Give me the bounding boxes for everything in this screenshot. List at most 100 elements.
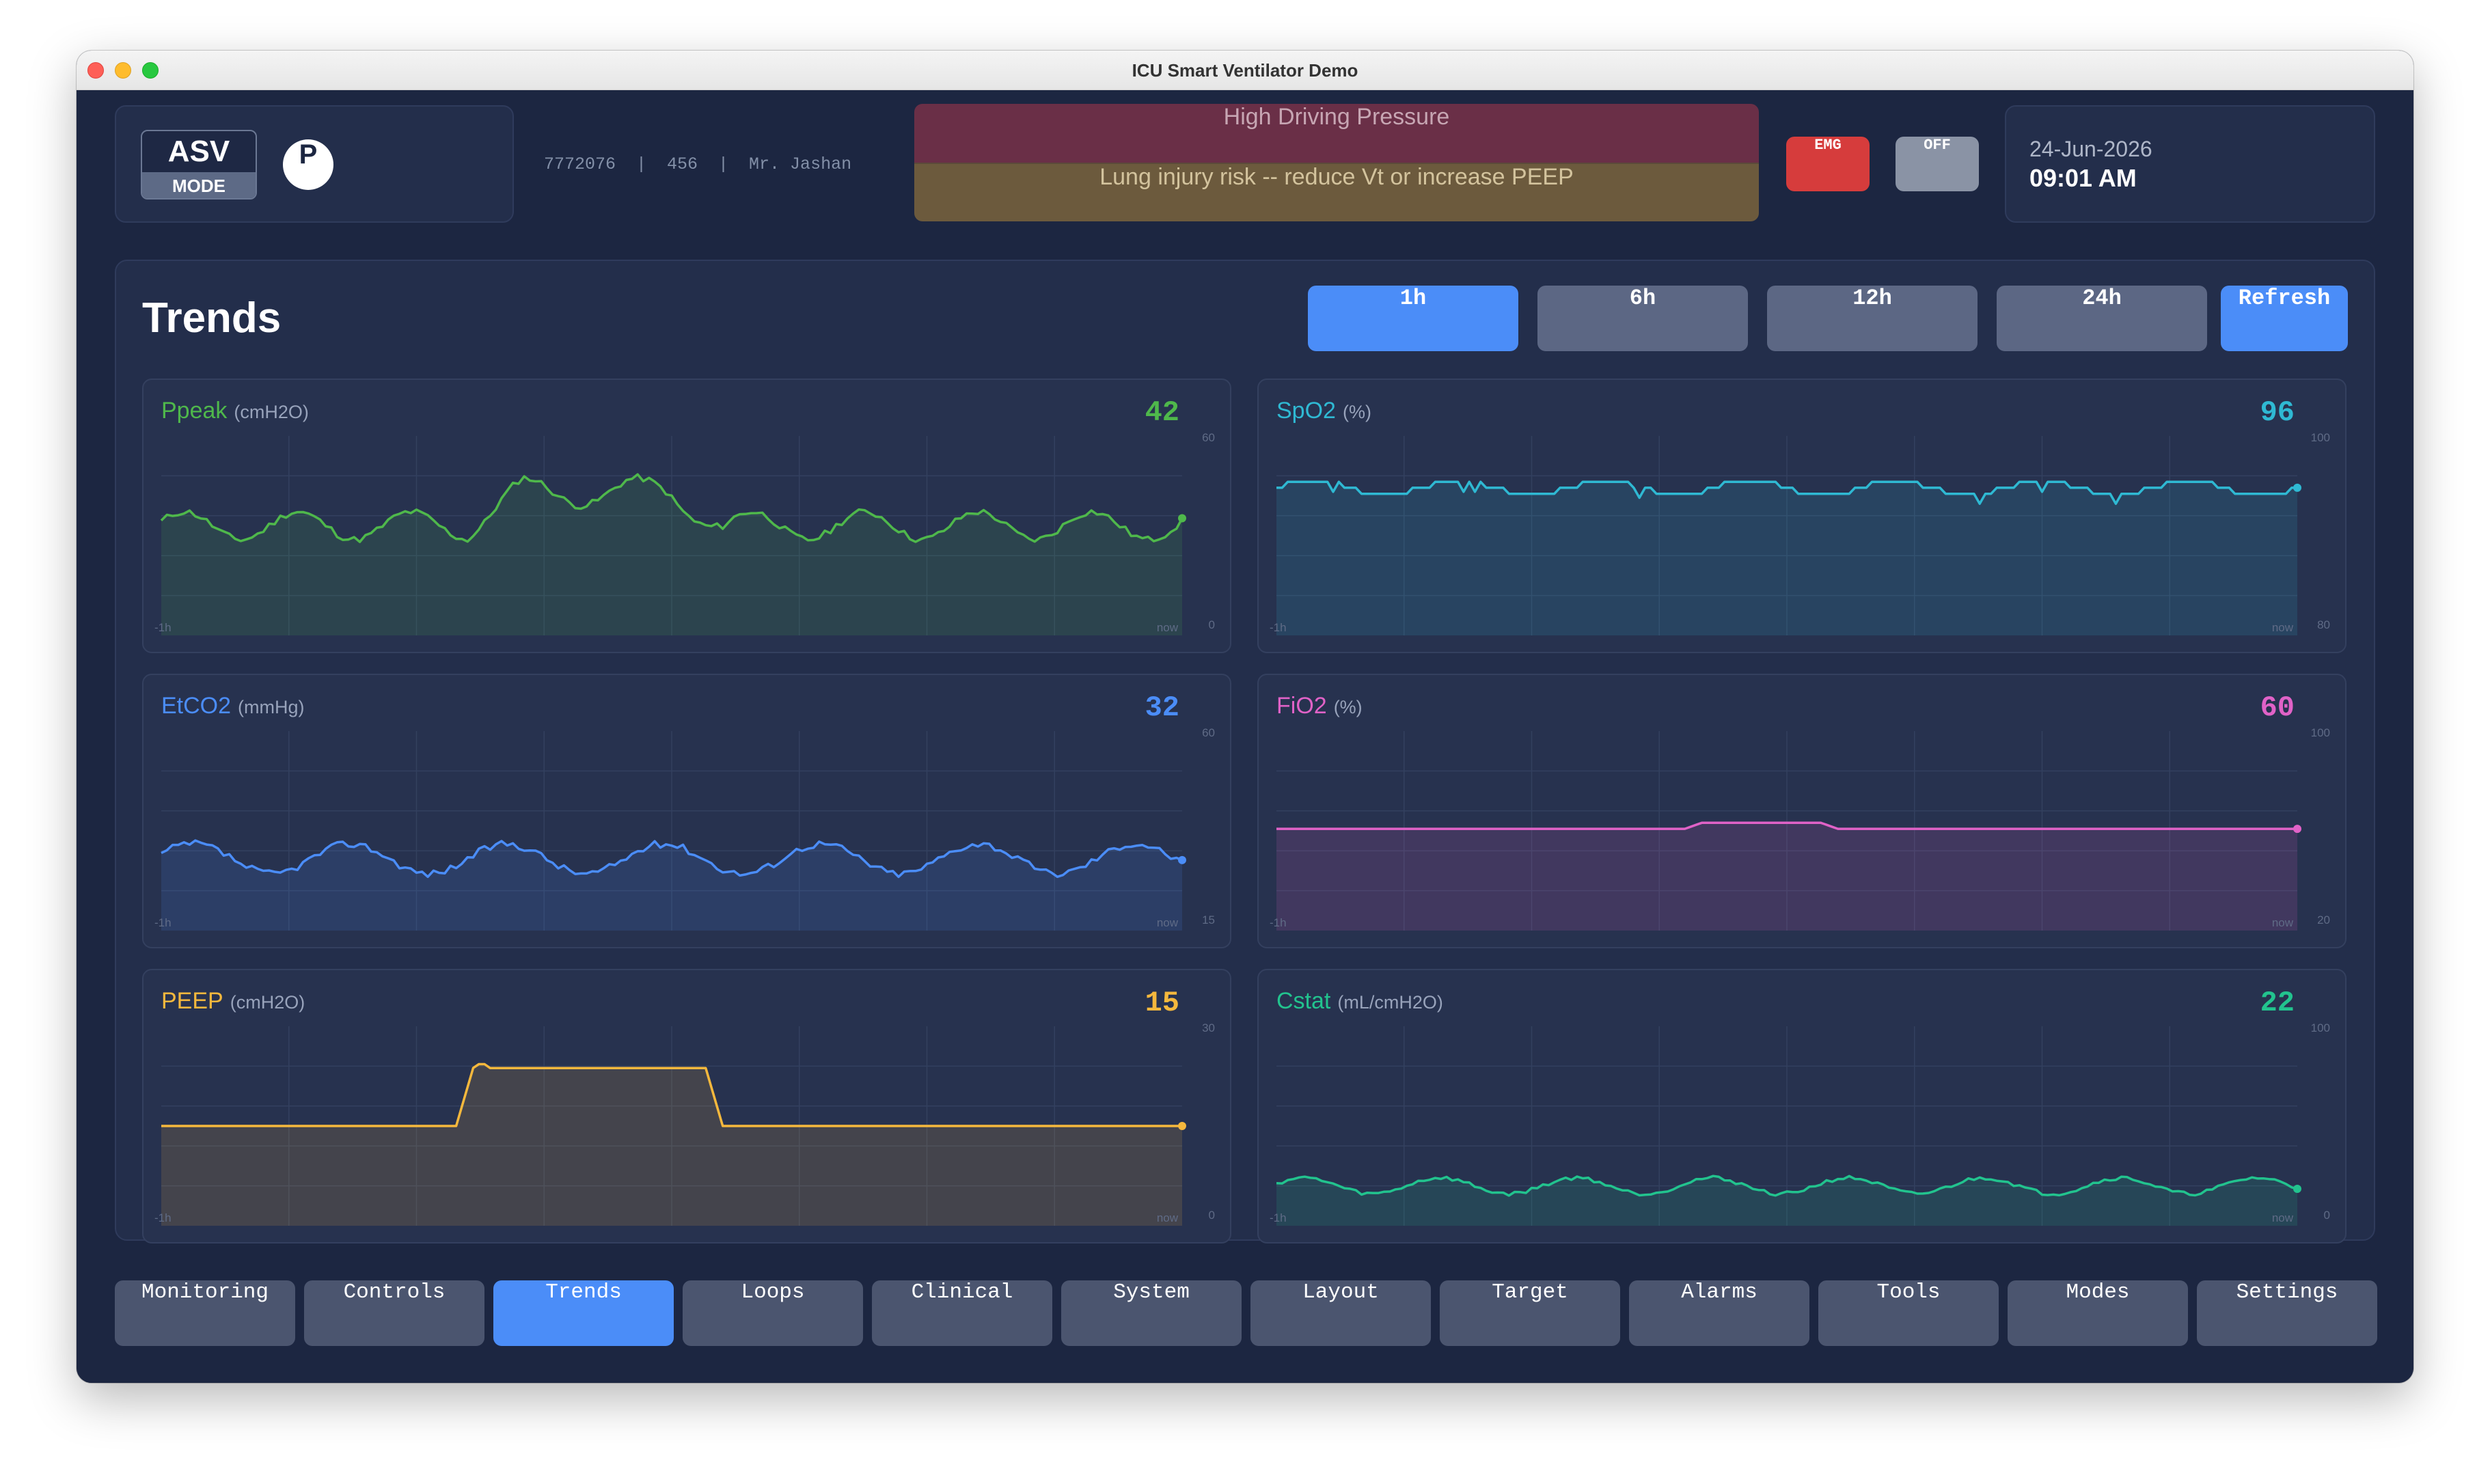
nav-system[interactable]: System <box>1061 1280 1242 1346</box>
trend-latest-point <box>1178 855 1186 864</box>
trend-latest-point <box>1178 1122 1186 1130</box>
trend-grid <box>161 731 1182 931</box>
x-axis-start-label: -1h <box>154 1211 172 1224</box>
trend-current-value: 15 <box>1145 987 1179 1019</box>
x-axis-end-label: now <box>2272 916 2294 929</box>
trend-area <box>161 1064 1182 1226</box>
trend-line <box>1276 1174 2298 1197</box>
y-axis-max-label: 60 <box>1202 726 1215 739</box>
trend-label: PEEP <box>161 988 223 1014</box>
nav-target[interactable]: Target <box>1440 1280 1620 1346</box>
y-axis-min-label: 80 <box>2317 618 2330 631</box>
trend-unit: (cmH2O) <box>230 992 305 1013</box>
trend-area <box>1276 823 2297 931</box>
close-window-button[interactable] <box>87 62 104 79</box>
trend-label: Ppeak <box>161 398 228 424</box>
trend-label: Cstat <box>1276 988 1331 1014</box>
trend-line <box>160 473 1184 543</box>
trend-card-etco2: EtCO2 (mmHg) 32 60 15 -1h now <box>142 674 1231 948</box>
datetime-card: 24-Jun-2026 09:01 AM <box>2005 105 2375 223</box>
y-axis-max-label: 100 <box>2311 1021 2330 1034</box>
x-axis-end-label: now <box>1157 1211 1179 1224</box>
nav-settings[interactable]: Settings <box>2197 1280 2377 1346</box>
mode-indicator[interactable]: ASV MODE <box>141 130 257 200</box>
trend-card-spo2: SpO2 (%) 96 100 80 -1h now <box>1257 379 2347 653</box>
trend-current-value: 42 <box>1145 396 1179 429</box>
trend-unit: (mL/cmH2O) <box>1337 992 1443 1013</box>
trend-latest-point <box>2293 483 2301 492</box>
nav-alarms[interactable]: Alarms <box>1629 1280 1809 1346</box>
nav-controls[interactable]: Controls <box>304 1280 484 1346</box>
nav-layout[interactable]: Layout <box>1250 1280 1431 1346</box>
mode-name: ASV <box>167 135 230 168</box>
x-axis-end-label: now <box>2272 1211 2294 1224</box>
alarm-banner[interactable]: High Driving Pressure Lung injury risk -… <box>914 104 1759 221</box>
trend-chart-peep: 30 0 -1h now <box>154 1021 1215 1226</box>
trend-name: Ppeak (cmH2O) <box>161 398 309 424</box>
trend-card-fio2: FiO2 (%) 60 100 20 -1h now <box>1257 674 2347 948</box>
range-button-6h[interactable]: 6h <box>1537 286 1748 351</box>
nav-trends[interactable]: Trends <box>493 1280 674 1346</box>
trend-chart-etco2: 60 15 -1h now <box>154 726 1215 931</box>
trends-panel: Trends 1h 6h 12h 24h Refresh Ppeak (cmH2O… <box>115 260 2375 1243</box>
range-button-12h[interactable]: 12h <box>1767 286 1978 351</box>
y-axis-max-label: 100 <box>2311 431 2330 444</box>
mode-card: ASV MODE P <box>115 105 514 223</box>
nav-monitoring[interactable]: Monitoring <box>115 1280 295 1346</box>
alarm-message: Lung injury risk -- reduce Vt or increas… <box>914 163 1759 221</box>
off-button[interactable]: OFF <box>1896 137 1979 191</box>
trend-current-value: 32 <box>1145 691 1179 724</box>
trend-card-peep: PEEP (cmH2O) 15 30 0 -1h now <box>142 969 1231 1243</box>
x-axis-start-label: -1h <box>1270 1211 1287 1224</box>
trend-latest-point <box>2293 825 2301 834</box>
x-axis-start-label: -1h <box>1270 916 1287 929</box>
trend-latest-point <box>1178 514 1186 523</box>
trend-name: EtCO2 (mmHg) <box>161 693 305 719</box>
app-content: ASV MODE P 7772076 | 456 | Mr. Jashan Hi… <box>77 90 2413 1383</box>
trend-area <box>1276 482 2297 635</box>
y-axis-min-label: 0 <box>1209 618 1215 631</box>
x-axis-end-label: now <box>1157 916 1179 929</box>
y-axis-max-label: 100 <box>2311 726 2330 739</box>
trend-grid <box>1276 731 2297 931</box>
trend-label: SpO2 <box>1276 398 1336 424</box>
trend-name: Cstat (mL/cmH2O) <box>1276 988 1443 1015</box>
trend-card-cstat: Cstat (mL/cmH2O) 22 100 0 -1h now <box>1257 969 2347 1243</box>
y-axis-max-label: 60 <box>1202 431 1215 444</box>
x-axis-start-label: -1h <box>1270 621 1287 634</box>
zoom-window-button[interactable] <box>142 62 159 79</box>
trend-chart-cstat: 100 0 -1h now <box>1270 1021 2330 1226</box>
range-button-1h[interactable]: 1h <box>1308 286 1518 351</box>
x-axis-start-label: -1h <box>154 621 172 634</box>
refresh-button[interactable]: Refresh <box>2221 286 2348 351</box>
trend-area <box>161 840 1182 931</box>
nav-clinical[interactable]: Clinical <box>872 1280 1052 1346</box>
y-axis-min-label: 0 <box>2324 1209 2330 1222</box>
trend-name: SpO2 (%) <box>1276 398 1371 424</box>
trend-line <box>161 1062 1182 1127</box>
y-axis-min-label: 20 <box>2317 913 2330 926</box>
trends-title: Trends <box>142 294 282 342</box>
alarm-title: High Driving Pressure <box>914 104 1759 163</box>
y-axis-max-label: 30 <box>1202 1021 1215 1034</box>
patient-type-badge[interactable]: P <box>283 139 333 190</box>
nav-modes[interactable]: Modes <box>2008 1280 2188 1346</box>
title-bar: ICU Smart Ventilator Demo <box>77 51 2413 90</box>
time-text: 09:01 AM <box>2029 164 2137 192</box>
minimize-window-button[interactable] <box>115 62 131 79</box>
trend-latest-point <box>2293 1185 2301 1194</box>
trend-label: EtCO2 <box>161 693 232 719</box>
patient-info: 7772076 | 456 | Mr. Jashan <box>544 154 852 174</box>
trend-current-value: 96 <box>2260 396 2295 429</box>
nav-loops[interactable]: Loops <box>683 1280 863 1346</box>
trend-grid <box>161 436 1182 635</box>
range-button-24h[interactable]: 24h <box>1997 286 2207 351</box>
trend-chart-fio2: 100 20 -1h now <box>1270 726 2330 931</box>
nav-tools[interactable]: Tools <box>1818 1280 1999 1346</box>
y-axis-min-label: 0 <box>1209 1209 1215 1222</box>
x-axis-end-label: now <box>2272 621 2294 634</box>
trend-line <box>1276 821 2297 830</box>
trend-unit: (%) <box>1333 697 1363 717</box>
trend-grid <box>1276 1026 2297 1226</box>
emergency-button[interactable]: EMG <box>1786 137 1870 191</box>
